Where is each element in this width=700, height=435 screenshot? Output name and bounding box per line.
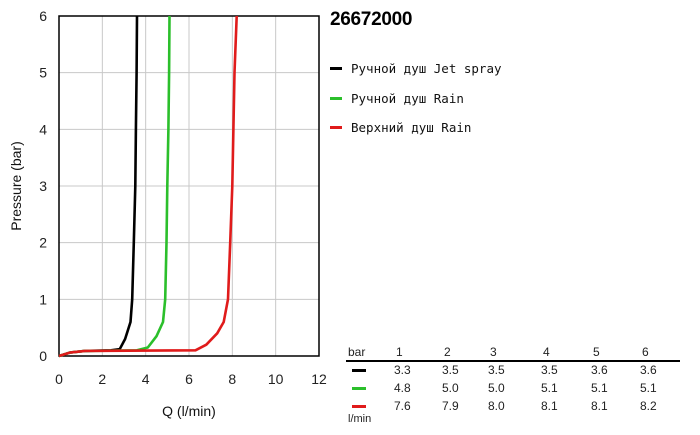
flow-value-cell: 5.0 [442,381,459,395]
flow-value-cell: 3.5 [541,363,558,377]
chart-legend: Ручной душ Jet spray Ручной душ Rain Верхн… [330,54,502,143]
x-tick-label: 10 [268,371,284,387]
legend-item: Ручной душ Rain [330,84,502,114]
legend-swatch [330,96,342,100]
x-tick-label: 12 [311,371,327,387]
legend-label: Ручной душ Jet spray [351,61,502,77]
table-row: 3.3 3.5 3.5 3.5 3.6 3.6 [346,362,680,380]
flow-value-cell: 7.9 [442,399,459,413]
pressure-column-header: 4 [543,345,550,359]
y-tick-label: 4 [39,121,47,137]
x-tick-label: 2 [98,371,106,387]
x-tick-label: 6 [185,371,193,387]
flow-value-cell: 3.6 [640,363,657,377]
y-tick-label: 6 [39,8,47,24]
pressure-column-header: 3 [490,345,497,359]
flow-value-cell: 3.5 [442,363,459,377]
flow-value-cell: 4.8 [394,381,411,395]
x-tick-label: 4 [142,371,150,387]
flow-value-cell: 5.1 [640,381,657,395]
y-tick-label: 5 [39,65,47,81]
y-tick-label: 2 [39,235,47,251]
legend-swatch [330,126,342,130]
legend-label: Верхний душ Rain [351,120,472,136]
y-tick-label: 3 [39,178,47,194]
flow-value-cell: 3.5 [488,363,505,377]
table-row: 4.8 5.0 5.0 5.1 5.1 5.1 [346,380,680,398]
series-line [58,15,238,358]
legend-item: Ручной душ Jet spray [330,54,502,84]
flow-value-cell: 8.1 [591,399,608,413]
x-tick-label: 0 [55,371,63,387]
y-tick-label: 1 [39,291,47,307]
table-row: 7.6 7.9 8.0 8.1 8.1 8.2 [346,398,680,416]
pressure-column-header: 1 [396,345,403,359]
model-number: 26672000 [330,9,413,30]
flow-unit-label: l/min [348,413,372,425]
y-tick-label: 0 [39,348,47,364]
flow-value-cell: 7.6 [394,399,411,413]
pressure-unit-label: bar [348,345,366,359]
x-tick-label: 8 [228,371,236,387]
row-color-swatch [352,369,366,372]
row-color-swatch [352,405,366,408]
legend-swatch [330,67,342,71]
flow-value-cell: 5.0 [488,381,505,395]
flow-value-cell: 5.1 [541,381,558,395]
flow-value-cell: 8.1 [541,399,558,413]
legend-label: Ручной душ Rain [351,90,464,106]
legend-item: Верхний душ Rain [330,113,502,143]
row-color-swatch [352,387,366,390]
pressure-column-header: 5 [593,345,600,359]
flow-value-cell: 3.3 [394,363,411,377]
table-header-row: bar 1 2 3 4 5 6 [346,346,680,362]
y-axis-title: Pressure (bar) [8,141,24,230]
flow-value-cell: 8.2 [640,399,657,413]
flow-value-cell: 8.0 [488,399,505,413]
flow-value-cell: 3.6 [591,363,608,377]
pressure-column-header: 2 [444,345,451,359]
plot-frame [58,15,320,357]
flow-rate-table: bar 1 2 3 4 5 6 3.3 3.5 3.5 3.5 3.6 3.6 4.8 5.0 5.0 5.1 5… [346,346,680,425]
x-axis-title: Q (l/min) [162,403,216,419]
pressure-column-header: 6 [642,345,649,359]
flow-value-cell: 5.1 [591,381,608,395]
